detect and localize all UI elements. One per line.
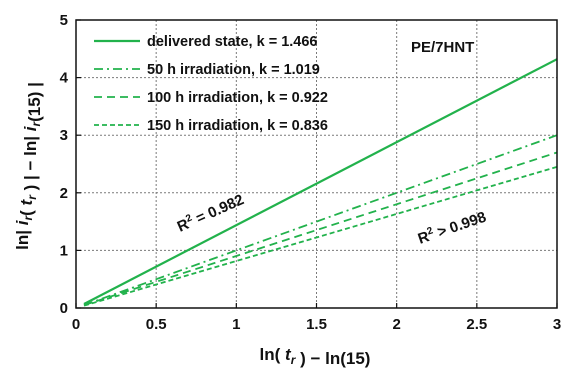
y-tick-label: 2 bbox=[60, 185, 68, 202]
ticks: 0 0.5 1 1.5 2 2.5 3 0 1 2 3 4 5 bbox=[60, 12, 562, 333]
x-tick-label: 3 bbox=[553, 316, 561, 333]
grid bbox=[76, 20, 557, 308]
r2-rest-annotation: R2 > 0.998 bbox=[415, 208, 488, 248]
x-axis-label: ln( tr ) − ln(15) bbox=[260, 345, 371, 368]
legend-label-3: 100 h irradiation, k = 0.922 bbox=[147, 90, 328, 106]
y-tick-label: 3 bbox=[60, 127, 68, 144]
legend-label-1: delivered state, k = 1.466 bbox=[147, 34, 317, 50]
x-tick-label: 0.5 bbox=[146, 316, 167, 333]
sample-label: PE/7HNT bbox=[411, 39, 474, 56]
legend-label-4: 150 h irradiation, k = 0.836 bbox=[147, 118, 328, 134]
legend-label-2: 50 h irradiation, k = 1.019 bbox=[147, 62, 320, 78]
r2-first-annotation: R2 = 0.982 bbox=[174, 190, 246, 235]
x-tick-label: 0 bbox=[72, 316, 80, 333]
x-tick-label: 2.5 bbox=[466, 316, 487, 333]
x-tick-label: 1 bbox=[232, 316, 240, 333]
series-line-3 bbox=[83, 151, 558, 306]
series-line-4 bbox=[83, 166, 558, 307]
y-tick-label: 0 bbox=[60, 300, 68, 317]
y-tick-label: 1 bbox=[60, 242, 68, 259]
series-layer bbox=[83, 58, 558, 307]
y-axis-label: ln| ir( tr ) | − ln| ir(15) | bbox=[13, 82, 44, 250]
series-line-1 bbox=[83, 58, 558, 305]
legend: delivered state, k = 1.466 50 h irradiati… bbox=[94, 34, 328, 134]
y-tick-label: 5 bbox=[60, 12, 68, 29]
x-tick-label: 2 bbox=[392, 316, 400, 333]
series-line-2 bbox=[83, 134, 558, 306]
y-tick-label: 4 bbox=[60, 70, 69, 87]
x-tick-label: 1.5 bbox=[306, 316, 327, 333]
